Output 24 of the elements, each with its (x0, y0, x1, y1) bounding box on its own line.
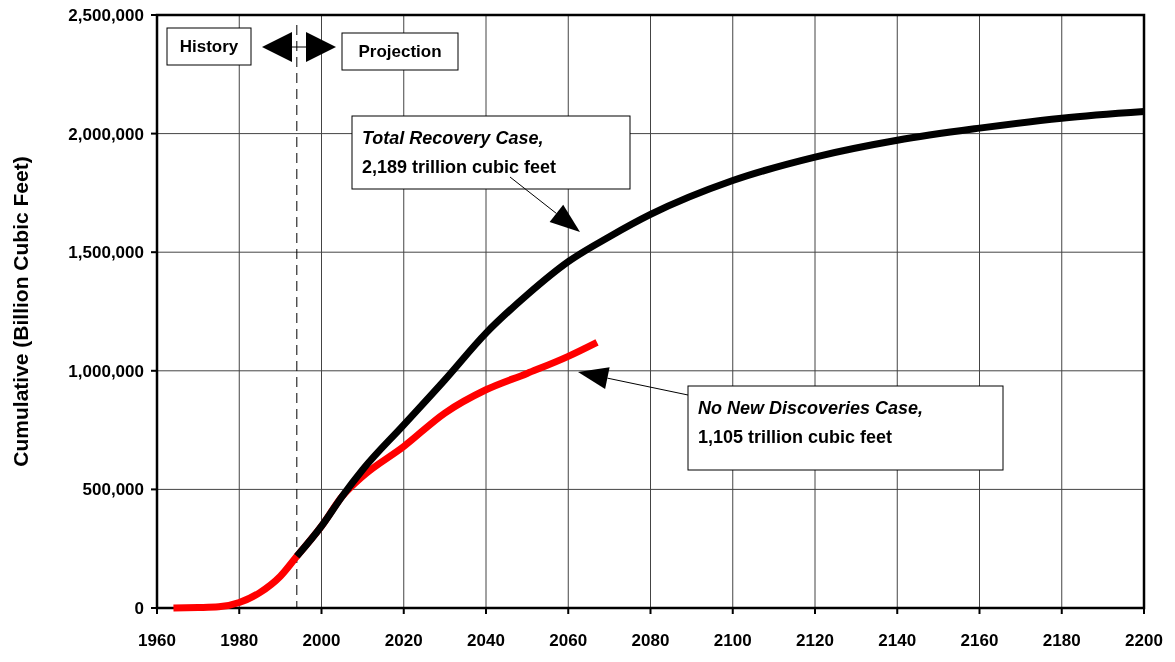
annotation: No New Discoveries Case, 1,105 trillion cubic feet (698, 398, 924, 447)
y-tick-label: 2,500,000 (68, 5, 144, 25)
x-tick-label: 2080 (631, 631, 670, 650)
y-tick-label: 0 (134, 598, 144, 618)
x-tick-label: 2200 (1125, 631, 1163, 650)
x-tick-label: 2140 (878, 631, 917, 650)
y-tick-label: 2,000,000 (68, 124, 144, 144)
x-tick-label: 1980 (220, 631, 259, 650)
x-tick-label: 2000 (302, 631, 341, 650)
annotation: Projection (358, 42, 442, 62)
x-tick-label: 2160 (960, 631, 999, 650)
y-tick-label: 1,500,000 (68, 243, 144, 263)
x-tick-label: 2040 (467, 631, 505, 650)
x-tick-label: 2180 (1042, 631, 1081, 650)
x-tick-label: 1960 (138, 631, 176, 650)
y-tick-label: 500,000 (82, 480, 144, 500)
annotation: Total Recovery Case, 2,189 trillion cubic feet (362, 128, 557, 177)
x-tick-label: 2120 (796, 631, 834, 650)
x-tick-label: 2020 (384, 631, 423, 650)
annotation: History (179, 37, 239, 57)
y-tick-label: 1,000,000 (68, 361, 144, 381)
y-axis-title: Cumulative (Billion Cubic Feet) (9, 156, 32, 467)
x-tick-label: 2060 (549, 631, 588, 650)
x-tick-label: 2100 (713, 631, 752, 650)
